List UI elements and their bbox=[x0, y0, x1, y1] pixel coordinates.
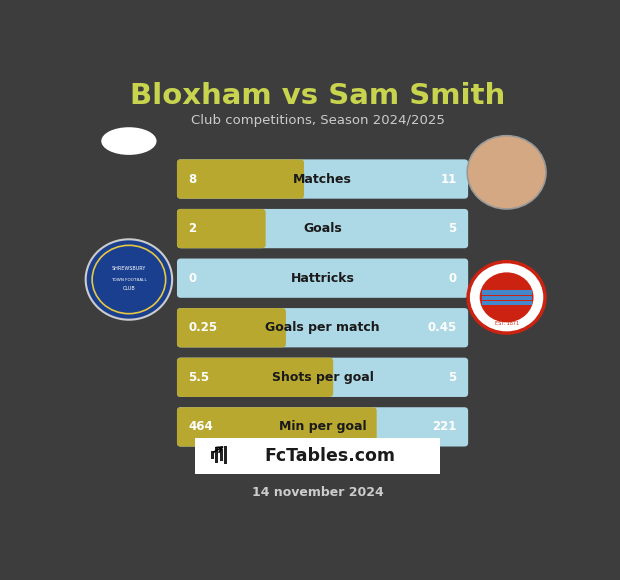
FancyBboxPatch shape bbox=[177, 308, 468, 347]
Circle shape bbox=[92, 245, 166, 314]
Text: Goals per match: Goals per match bbox=[265, 321, 380, 334]
Text: 5: 5 bbox=[448, 222, 456, 235]
FancyBboxPatch shape bbox=[195, 438, 440, 474]
Text: 5.5: 5.5 bbox=[188, 371, 210, 384]
Text: 8: 8 bbox=[188, 172, 197, 186]
FancyBboxPatch shape bbox=[482, 290, 531, 295]
Text: 5: 5 bbox=[448, 371, 456, 384]
Text: 464: 464 bbox=[188, 420, 213, 433]
Text: 0: 0 bbox=[188, 271, 197, 285]
FancyBboxPatch shape bbox=[177, 259, 468, 298]
Text: Club competitions, Season 2024/2025: Club competitions, Season 2024/2025 bbox=[191, 114, 445, 126]
Text: SHREWSBURY: SHREWSBURY bbox=[112, 266, 146, 271]
FancyBboxPatch shape bbox=[482, 296, 531, 300]
Ellipse shape bbox=[101, 127, 156, 155]
Text: TOWN FOOTBALL: TOWN FOOTBALL bbox=[111, 277, 147, 281]
FancyBboxPatch shape bbox=[224, 445, 227, 465]
Text: 0.45: 0.45 bbox=[427, 321, 456, 334]
Text: Bloxham vs Sam Smith: Bloxham vs Sam Smith bbox=[130, 82, 505, 110]
Text: 2: 2 bbox=[188, 222, 197, 235]
Circle shape bbox=[86, 240, 172, 320]
Text: Hattricks: Hattricks bbox=[291, 271, 355, 285]
Text: Min per goal: Min per goal bbox=[279, 420, 366, 433]
FancyBboxPatch shape bbox=[177, 358, 333, 397]
FancyBboxPatch shape bbox=[177, 209, 265, 248]
Text: EST. 1871: EST. 1871 bbox=[495, 321, 519, 326]
FancyBboxPatch shape bbox=[211, 451, 214, 459]
FancyBboxPatch shape bbox=[177, 407, 468, 447]
FancyBboxPatch shape bbox=[177, 358, 468, 397]
Text: Goals: Goals bbox=[303, 222, 342, 235]
Text: 0: 0 bbox=[448, 271, 456, 285]
FancyBboxPatch shape bbox=[215, 447, 218, 463]
FancyBboxPatch shape bbox=[177, 308, 286, 347]
Text: Shots per goal: Shots per goal bbox=[272, 371, 373, 384]
FancyBboxPatch shape bbox=[177, 160, 304, 199]
FancyBboxPatch shape bbox=[177, 209, 468, 248]
Circle shape bbox=[468, 262, 545, 333]
Circle shape bbox=[480, 273, 533, 322]
Text: 11: 11 bbox=[440, 172, 456, 186]
Text: 14 november 2024: 14 november 2024 bbox=[252, 487, 384, 499]
Circle shape bbox=[467, 136, 546, 209]
Text: 0.25: 0.25 bbox=[188, 321, 218, 334]
FancyBboxPatch shape bbox=[482, 301, 531, 306]
Text: 221: 221 bbox=[432, 420, 456, 433]
FancyBboxPatch shape bbox=[177, 407, 377, 447]
Text: Matches: Matches bbox=[293, 172, 352, 186]
FancyBboxPatch shape bbox=[177, 160, 468, 199]
Text: FcTables.com: FcTables.com bbox=[264, 447, 396, 465]
FancyBboxPatch shape bbox=[219, 450, 223, 461]
Text: CLUB: CLUB bbox=[123, 286, 135, 291]
